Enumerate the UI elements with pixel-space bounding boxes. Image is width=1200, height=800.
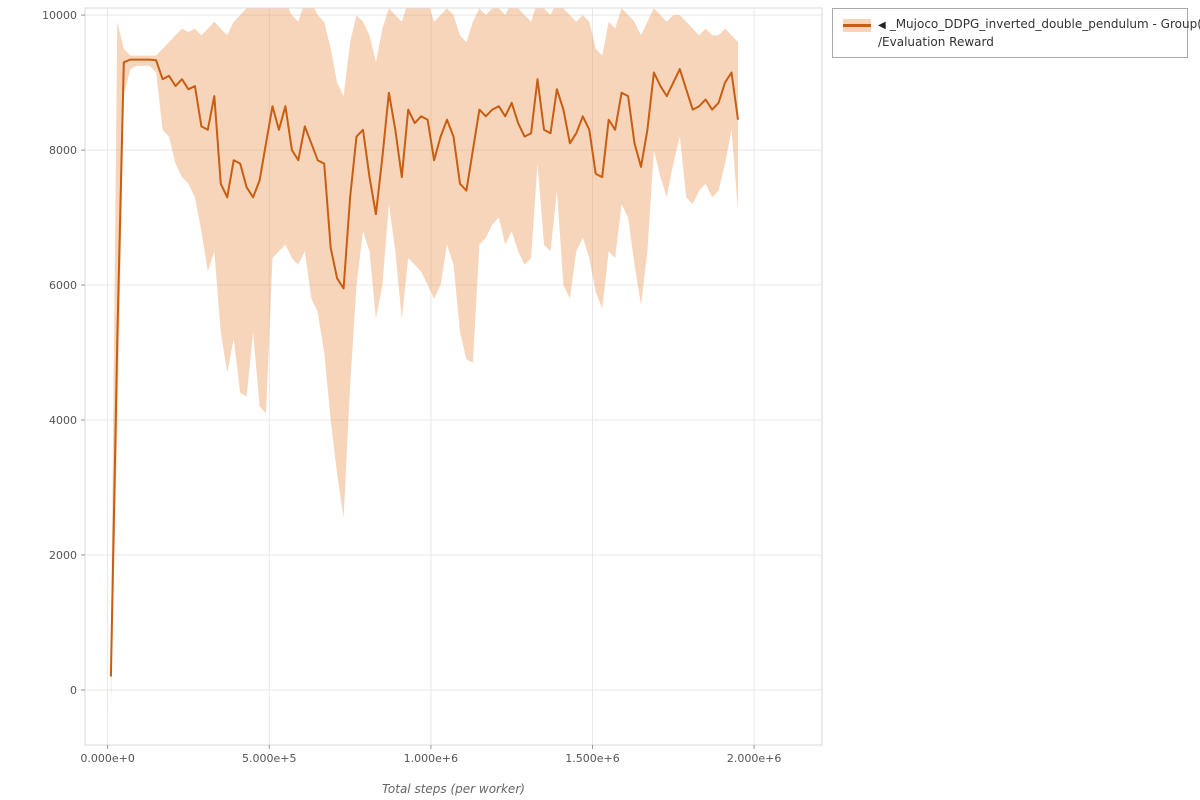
y-tick-label: 6000: [49, 279, 77, 292]
legend-label-line1: _Mujoco_DDPG_inverted_double_pendulum - …: [889, 17, 1200, 31]
plot-border: [84, 7, 823, 746]
legend: ◀ _Mujoco_DDPG_inverted_double_pendulum -…: [832, 8, 1200, 58]
x-tick-label: 2.000e+6: [727, 752, 781, 765]
y-axis: 0 2000 4000 6000 8000 10000: [42, 9, 85, 697]
x-axis-title: Total steps (per worker): [382, 782, 525, 796]
x-tick-label: 1.500e+6: [565, 752, 619, 765]
x-tick-label: 5.000e+5: [242, 752, 296, 765]
y-tick-label: 10000: [42, 9, 77, 22]
chart: 0.000e+0 5.000e+5 1.000e+6 1.500e+6 2.000e+6…: [42, 7, 823, 765]
legend-label: ◀ _Mujoco_DDPG_inverted_double_pendulum -…: [878, 17, 1200, 49]
mean-line: [109, 58, 739, 677]
legend-collapse-icon[interactable]: ◀: [878, 20, 886, 31]
legend-swatch-icon: [843, 19, 871, 32]
legend-label-line2: /Evaluation Reward: [878, 35, 994, 49]
y-tick-label: 0: [70, 684, 77, 697]
x-axis: 0.000e+0 5.000e+5 1.000e+6 1.500e+6 2.000e+6: [80, 745, 781, 765]
confidence-band: [110, 8, 738, 707]
legend-item[interactable]: ◀ _Mujoco_DDPG_inverted_double_pendulum -…: [843, 17, 1200, 49]
plot-area[interactable]: [85, 8, 822, 745]
y-tick-label: 4000: [49, 414, 77, 427]
x-tick-label: 1.000e+6: [404, 752, 458, 765]
y-tick-label: 8000: [49, 144, 77, 157]
y-tick-label: 2000: [49, 549, 77, 562]
x-tick-label: 0.000e+0: [80, 752, 134, 765]
plot-canvas: 0.000e+0 5.000e+5 1.000e+6 1.500e+6 2.000e+6…: [42, 7, 823, 765]
grid: [85, 8, 822, 745]
